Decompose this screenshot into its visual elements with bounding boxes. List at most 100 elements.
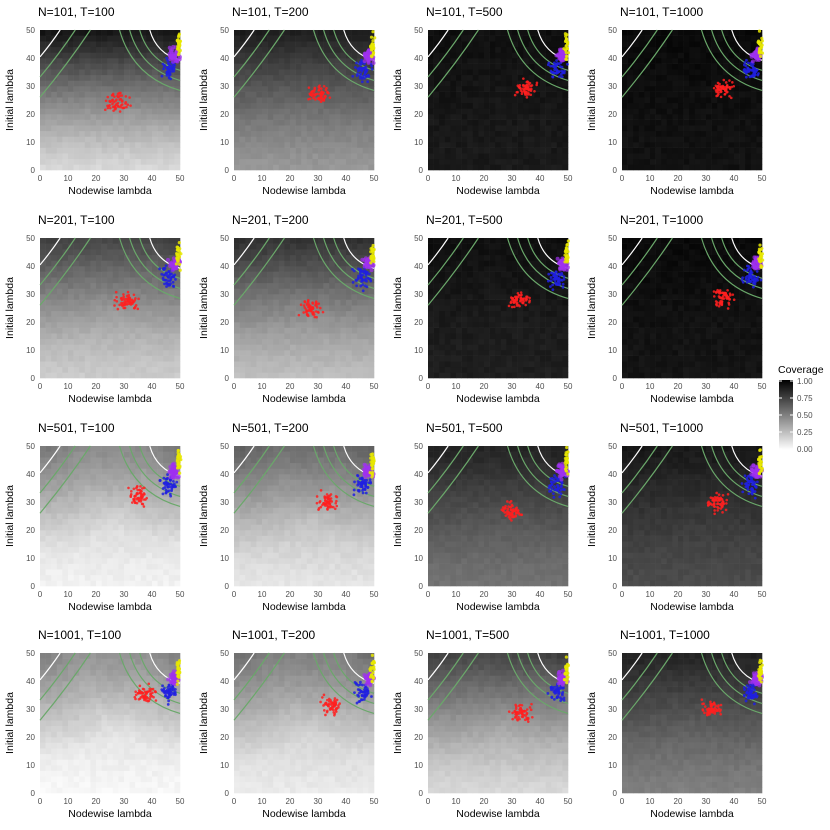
heatmap-cell [45, 305, 52, 312]
heatmap-cell [140, 35, 147, 42]
y-axis-label: Initial lambda [198, 277, 210, 339]
heatmap-cell [478, 136, 485, 143]
heatmap-cell [666, 58, 673, 64]
heatmap-cell [267, 355, 274, 362]
heatmap-cell [118, 282, 125, 289]
heatmap-cell [267, 277, 274, 284]
heatmap-cell [722, 130, 729, 137]
heatmap-cell [650, 63, 656, 70]
heatmap-cell [323, 58, 330, 64]
heatmap-cell [256, 58, 263, 64]
heatmap-cell [174, 147, 181, 154]
x-tick-label: 10 [258, 174, 267, 183]
heatmap-cell [135, 260, 142, 267]
heatmap-cell [340, 136, 347, 143]
contour-line [39, 29, 61, 58]
heatmap-cell [295, 114, 302, 120]
yellow-point [176, 38, 180, 42]
heatmap-cell [112, 130, 119, 137]
heatmap-cell [79, 80, 86, 87]
heatmap-cell [334, 69, 341, 76]
heatmap-cell [107, 74, 114, 81]
heatmap-cell [456, 164, 462, 171]
heatmap-cell [284, 366, 291, 373]
heatmap-cell [528, 58, 535, 64]
heatmap-cell [40, 46, 46, 53]
heatmap-cell [362, 305, 369, 312]
blue-point [360, 58, 364, 62]
heatmap-cell [368, 243, 375, 250]
heatmap-cell [329, 249, 336, 256]
heatmap-cell [312, 355, 319, 362]
heatmap-cell [245, 102, 252, 109]
heatmap-cell [478, 58, 485, 64]
red-point [724, 88, 727, 92]
heatmap-cell [478, 158, 485, 165]
heatmap-cell [484, 119, 490, 126]
heatmap-cell [318, 249, 324, 256]
heatmap-cell [295, 52, 302, 59]
heatmap-cell [118, 271, 125, 278]
heatmap-cell [650, 147, 656, 154]
heatmap-cell [301, 338, 308, 345]
heatmap-cell [234, 35, 240, 42]
heatmap-cell [152, 338, 158, 345]
y-axis-label: Initial lambda [198, 69, 210, 131]
yellow-point [757, 39, 761, 43]
heatmap-cell [101, 86, 108, 92]
heatmap-cell [107, 119, 114, 126]
heatmap-cell [484, 69, 490, 76]
heatmap-cell [306, 114, 313, 120]
heatmap-cell [444, 130, 451, 137]
heatmap-cell [250, 63, 257, 70]
heatmap-cell [489, 30, 496, 36]
heatmap-cell [351, 97, 358, 104]
heatmap-cell [56, 164, 63, 171]
red-point [111, 102, 114, 106]
heatmap-cell [655, 91, 662, 98]
yellow-point [370, 254, 374, 259]
heatmap-cell [346, 310, 352, 317]
heatmap-cell [428, 30, 434, 36]
heatmap-cell [56, 35, 63, 42]
heatmap-cell [40, 243, 46, 250]
heatmap-cell [318, 147, 324, 154]
heatmap-cell [96, 63, 102, 70]
heatmap-cell [329, 97, 336, 104]
heatmap-cell [68, 46, 74, 53]
heatmap-cell [290, 142, 296, 148]
heatmap-cell [627, 80, 634, 87]
heatmap-cell [323, 108, 330, 115]
heatmap-cell [112, 366, 119, 373]
heatmap-cell [484, 108, 490, 115]
heatmap-cell [323, 266, 330, 272]
heatmap-cell [301, 350, 308, 356]
heatmap-cell [295, 41, 302, 48]
heatmap-cell [273, 282, 280, 289]
heatmap-cell [290, 355, 296, 362]
heatmap-cell [500, 35, 507, 42]
heatmap-cell [245, 327, 252, 334]
heatmap-cell [551, 108, 558, 115]
blue-point [357, 69, 360, 73]
x-tick-label: 10 [64, 382, 73, 391]
heatmap-cell [689, 136, 696, 143]
heatmap-cell [45, 361, 52, 368]
heatmap-cell [346, 249, 352, 256]
heatmap-cell [250, 271, 257, 278]
heatmap-cell [163, 30, 170, 36]
heatmap-cell [118, 35, 125, 42]
heatmap-cell [678, 58, 684, 64]
heatmap-cell [112, 58, 119, 64]
heatmap-cell [84, 41, 91, 48]
red-point [717, 84, 720, 88]
heatmap-cell [301, 80, 308, 87]
heatmap-cell [124, 52, 130, 59]
heatmap-cell [250, 102, 257, 109]
heatmap-cell [84, 333, 91, 340]
heatmap-cell [256, 80, 263, 87]
heatmap-cell [101, 52, 108, 59]
heatmap-cell [734, 153, 740, 160]
heatmap-cell [79, 243, 86, 250]
heatmap-cell [118, 310, 125, 317]
